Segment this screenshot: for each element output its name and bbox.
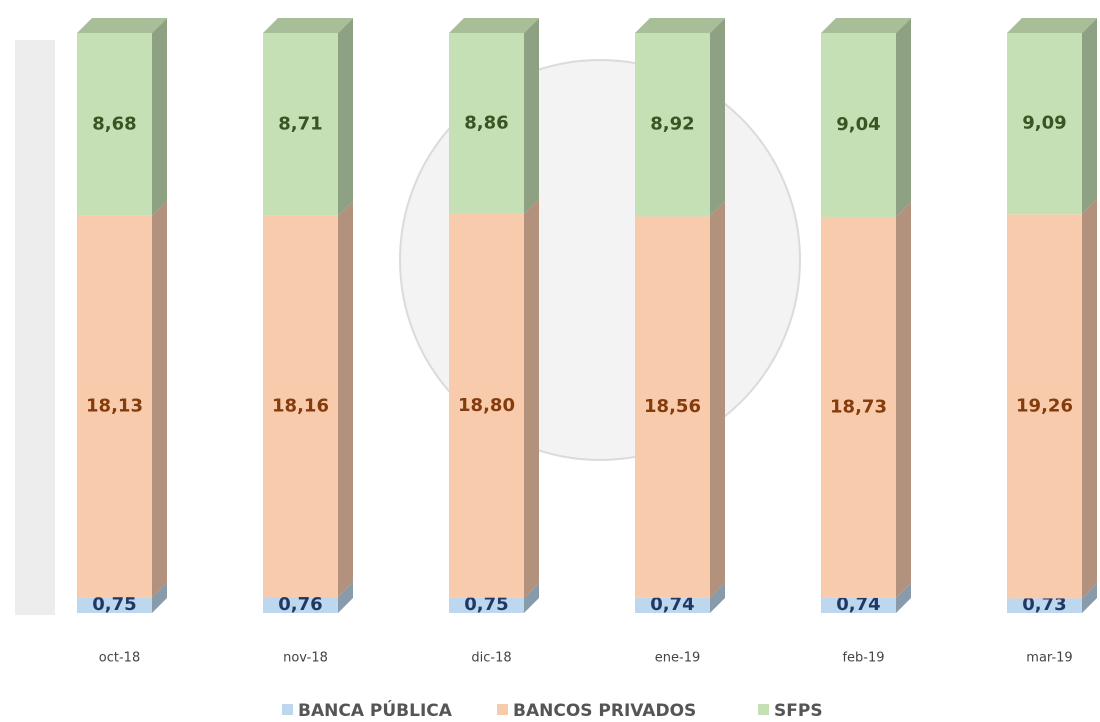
bar-segment: [77, 597, 152, 613]
data-label: 0,74: [836, 594, 880, 615]
bar-top: [263, 18, 353, 33]
data-label: 18,16: [272, 395, 329, 416]
legend-swatch: [282, 704, 293, 715]
data-label: 19,26: [1016, 395, 1073, 416]
data-label: 0,75: [92, 594, 136, 615]
bar-top: [449, 18, 539, 33]
data-label: 18,13: [86, 395, 143, 416]
bar-side: [338, 582, 353, 613]
data-label: 8,68: [92, 113, 136, 134]
bar-side: [524, 582, 539, 613]
decor-panel: [15, 40, 55, 615]
data-label: 8,86: [464, 112, 508, 133]
data-label: 18,73: [830, 396, 887, 417]
bar-side: [524, 198, 539, 598]
bar-segment: [635, 597, 710, 613]
x-tick-label: dic-18: [471, 651, 511, 666]
x-tick-label: nov-18: [283, 651, 328, 666]
bar-side: [710, 18, 725, 217]
data-label: 18,56: [644, 396, 701, 417]
bar-side: [896, 18, 911, 217]
bar-side: [710, 201, 725, 598]
bar-side: [896, 582, 911, 613]
data-label: 9,09: [1022, 113, 1066, 134]
data-label: 9,04: [836, 114, 880, 135]
bar-side: [152, 200, 167, 598]
legend-swatch: [497, 704, 508, 715]
bar-side: [710, 582, 725, 613]
bar-side: [524, 18, 539, 214]
legend-swatch: [758, 704, 769, 715]
bar-side: [1082, 18, 1097, 215]
bar-segment: [635, 216, 710, 598]
bar-side: [152, 18, 167, 216]
bar-side: [338, 18, 353, 216]
data-label: 8,71: [278, 113, 322, 134]
data-label: 0,76: [278, 594, 322, 615]
legend-label: SFPS: [774, 701, 823, 721]
bar-segment: [77, 33, 152, 216]
bar-segment: [449, 33, 524, 214]
x-tick-label: feb-19: [842, 651, 884, 666]
bar-top: [635, 18, 725, 33]
bar-side: [896, 201, 911, 598]
bar-segment: [821, 597, 896, 613]
bar-segment: [263, 597, 338, 613]
data-label: 0,74: [650, 594, 694, 615]
x-tick-label: ene-19: [655, 651, 700, 666]
bar-top: [77, 18, 167, 33]
bar-side: [1082, 199, 1097, 599]
bar-segment: [821, 216, 896, 598]
bar-side: [338, 200, 353, 598]
bar-side: [1082, 583, 1097, 613]
bar-top: [821, 18, 911, 33]
x-tick-label: mar-19: [1026, 651, 1072, 666]
legend-label: BANCOS PRIVADOS: [513, 701, 696, 721]
data-label: 0,73: [1022, 594, 1066, 615]
bar-segment: [635, 33, 710, 217]
bar-segment: [77, 215, 152, 598]
bar-segment: [449, 213, 524, 598]
legend-label: BANCA PÚBLICA: [298, 699, 453, 721]
bar-segment: [1007, 33, 1082, 215]
bar-segment: [821, 33, 896, 217]
bar-side: [152, 582, 167, 613]
bar-segment: [263, 215, 338, 598]
bar-segment: [449, 597, 524, 613]
bar-segment: [1007, 214, 1082, 599]
bar-segment: [1007, 598, 1082, 613]
bar-top: [1007, 18, 1097, 33]
data-label: 18,80: [458, 395, 515, 416]
data-label: 0,75: [464, 594, 508, 615]
data-label: 8,92: [650, 114, 694, 135]
bar-segment: [263, 33, 338, 216]
x-tick-label: oct-18: [99, 651, 140, 666]
